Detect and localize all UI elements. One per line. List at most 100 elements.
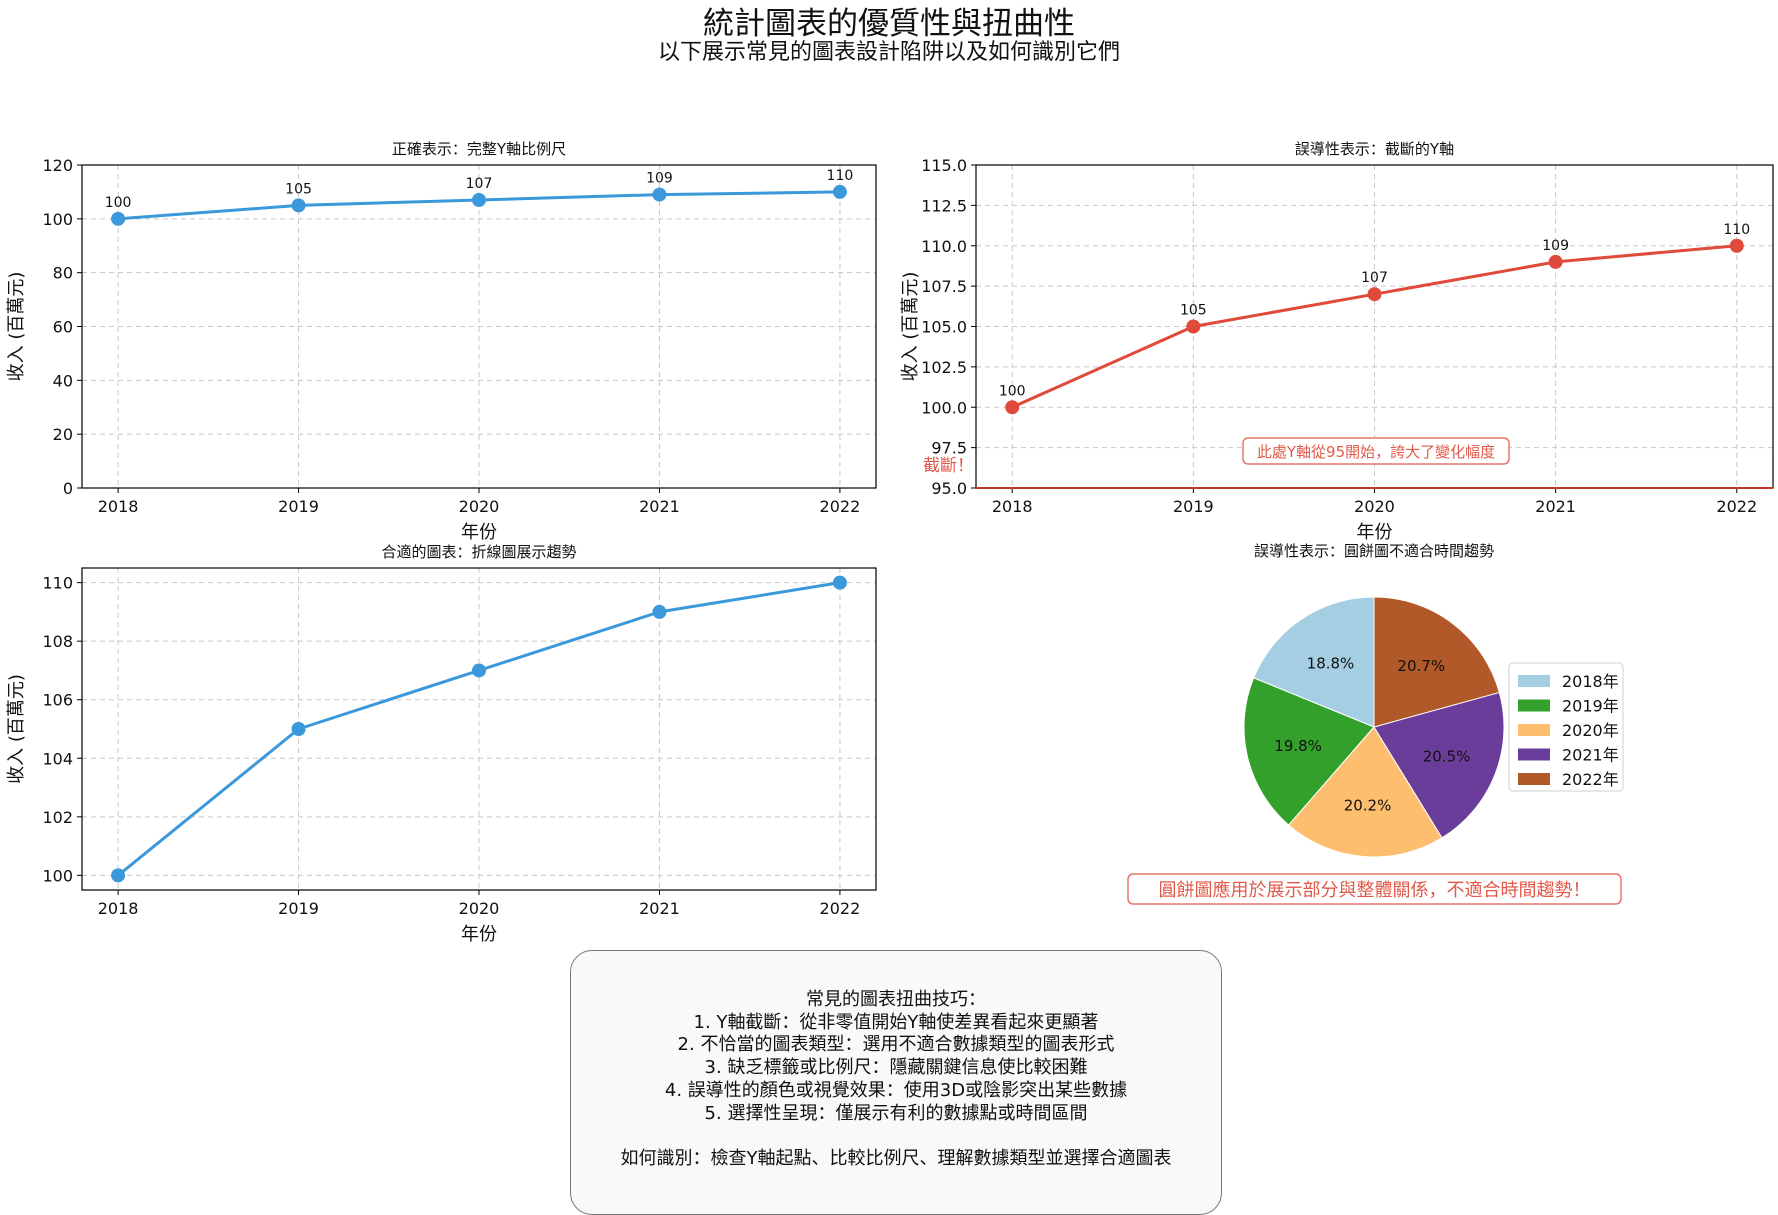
- y-tick-label: 102.5: [921, 358, 967, 377]
- data-label: 110: [827, 168, 854, 184]
- annotation-box: [1242, 437, 1510, 465]
- data-label: 110: [1723, 222, 1750, 238]
- pie-slice: [1243, 677, 1375, 826]
- pie-percent-label: 19.8%: [1274, 737, 1322, 755]
- plot-frame: [81, 567, 877, 891]
- y-tick-label: 106: [42, 691, 73, 710]
- y-tick-label: 120: [42, 156, 73, 175]
- y-tick-label: 60: [53, 318, 73, 337]
- subplot-title: 合適的圖表：折線圖展示趨勢: [381, 543, 576, 561]
- y-tick-label: 97.5: [931, 439, 967, 458]
- plot-frame: [81, 164, 877, 489]
- data-point: [472, 663, 486, 678]
- truncation-label: 截斷！: [923, 456, 974, 476]
- data-label: 105: [285, 181, 312, 197]
- data-label: 109: [1542, 238, 1569, 254]
- x-tick-label: 2022: [820, 497, 861, 516]
- y-tick-label: 100: [42, 866, 73, 885]
- pie-slice: [1373, 596, 1500, 728]
- pie-percent-label: 20.2%: [1344, 797, 1392, 815]
- data-point: [652, 604, 667, 619]
- data-label: 107: [466, 176, 493, 192]
- y-tick-label: 107.5: [921, 277, 967, 296]
- y-axis-label: 收入 (百萬元): [900, 272, 921, 382]
- pie-slice: [1252, 596, 1375, 728]
- legend-label: 2022年: [1562, 770, 1619, 789]
- tips-item: 4. 誤導性的顏色或視覺效果：使用3D或陰影突出某些數據: [664, 1079, 1128, 1101]
- y-tick-label: 100: [42, 210, 73, 229]
- pie-annotation-box: [1127, 873, 1622, 905]
- data-point: [1005, 400, 1020, 415]
- y-tick-label: 112.5: [921, 196, 967, 215]
- data-point: [832, 184, 847, 199]
- tips-footer: 如何識別：檢查Y軸起點、比較比例尺、理解數據類型並選擇合適圖表: [620, 1147, 1172, 1169]
- data-point: [1548, 254, 1563, 269]
- tips-item: 3. 缺乏標籤或比例尺：隱藏關鍵信息使比較困難: [704, 1057, 1088, 1079]
- x-tick-label: 2022: [1716, 497, 1757, 516]
- pie-percent-label: 20.7%: [1397, 657, 1445, 675]
- x-tick-label: 2018: [992, 497, 1033, 516]
- y-tick-label: 0: [63, 479, 73, 498]
- legend-swatch: [1518, 675, 1550, 687]
- data-point: [832, 575, 847, 590]
- y-tick-label: 20: [53, 425, 73, 444]
- x-tick-label: 2019: [278, 497, 319, 516]
- legend-label: 2018年: [1562, 672, 1619, 691]
- y-axis-label: 收入 (百萬元): [6, 674, 27, 784]
- y-tick-label: 115.0: [921, 156, 967, 175]
- y-tick-label: 110.0: [921, 237, 967, 256]
- data-point: [291, 198, 306, 213]
- x-tick-label: 2019: [1173, 497, 1214, 516]
- data-point: [111, 868, 126, 883]
- subplot-title: 誤導性表示：圓餅圖不適合時間趨勢: [1254, 542, 1494, 560]
- y-tick-label: 80: [53, 264, 73, 283]
- figure-title: 統計圖表的優質性與扭曲性: [703, 6, 1075, 42]
- data-point: [1729, 238, 1744, 253]
- x-tick-label: 2018: [98, 497, 139, 516]
- x-tick-label: 2022: [820, 899, 861, 918]
- y-tick-label: 100.0: [921, 398, 967, 417]
- data-label: 109: [646, 171, 673, 187]
- y-tick-label: 105.0: [921, 318, 967, 337]
- legend-label: 2019年: [1562, 697, 1619, 716]
- distortion-tips-box: 常見的圖表扭曲技巧： 1. Y軸截斷：從非零值開始Y軸使差異看起來更顯著 2. …: [570, 950, 1222, 1215]
- y-tick-label: 104: [42, 749, 73, 768]
- data-label: 100: [105, 195, 132, 211]
- pie-slice: [1287, 726, 1443, 858]
- legend-swatch: [1518, 748, 1550, 761]
- data-point: [111, 211, 126, 226]
- pie-annotation-text: 圓餅圖應用於展示部分與整體關係，不適合時間趨勢！: [1159, 879, 1591, 901]
- y-tick-label: 95.0: [931, 479, 967, 498]
- y-tick-label: 40: [53, 371, 73, 390]
- tips-item: 1. Y軸截斷：從非零值開始Y軸使差異看起來更顯著: [693, 1011, 1099, 1033]
- x-axis-label: 年份: [1357, 522, 1393, 543]
- tips-item: 5. 選擇性呈現：僅展示有利的數據點或時間區間: [704, 1102, 1088, 1124]
- y-tick-label: 108: [42, 632, 73, 651]
- subplot-title: 正確表示：完整Y軸比例尺: [392, 140, 566, 158]
- y-tick-label: 102: [42, 808, 73, 827]
- legend-label: 2020年: [1562, 721, 1619, 740]
- y-axis-label: 收入 (百萬元): [6, 272, 27, 382]
- data-point: [652, 187, 667, 202]
- figure-subtitle: 以下展示常見的圖表設計陷阱以及如何識別它們: [657, 40, 1120, 65]
- x-axis-label: 年份: [461, 924, 497, 945]
- legend-label: 2021年: [1562, 746, 1619, 765]
- x-tick-label: 2021: [1535, 497, 1576, 516]
- x-tick-label: 2018: [98, 899, 139, 918]
- pie-slice: [1373, 691, 1505, 839]
- legend-swatch: [1518, 724, 1550, 736]
- legend-swatch: [1518, 773, 1550, 785]
- pie-percent-label: 18.8%: [1307, 654, 1355, 672]
- x-tick-label: 2020: [459, 899, 500, 918]
- x-tick-label: 2020: [459, 497, 500, 516]
- data-point: [291, 722, 306, 736]
- x-tick-label: 2021: [639, 497, 680, 516]
- data-point: [1186, 319, 1201, 334]
- data-point: [1367, 287, 1382, 302]
- data-point: [472, 192, 486, 207]
- annotation-text: 此處Y軸從95開始，誇大了變化幅度: [1257, 443, 1495, 461]
- y-tick-label: 110: [42, 574, 73, 593]
- pie-percent-label: 20.5%: [1423, 748, 1471, 766]
- x-axis-label: 年份: [461, 522, 497, 543]
